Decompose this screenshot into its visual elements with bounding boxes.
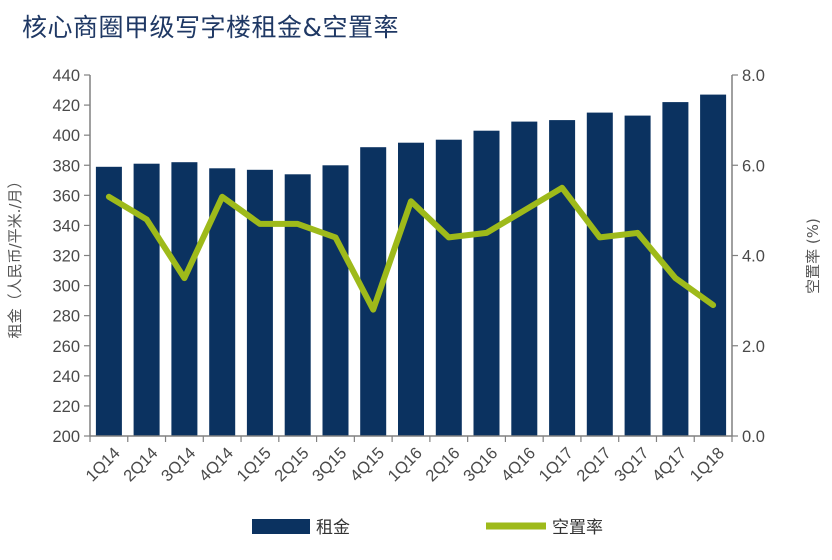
- x-tick-label: 2Q14: [120, 444, 161, 485]
- y2-tick-label: 4.0: [742, 248, 765, 266]
- vacancy-point-1Q15: [259, 223, 261, 225]
- bar-1Q18: [700, 94, 727, 436]
- vacancy-point-3Q17: [637, 232, 639, 234]
- vacancy-point-1Q14: [108, 196, 110, 198]
- vacancy-point-4Q16: [523, 209, 525, 211]
- bar-3Q15: [322, 165, 349, 437]
- vacancy-point-3Q14: [183, 277, 185, 279]
- bar-2Q15: [284, 174, 311, 437]
- y2-tick-label: 6.0: [742, 157, 765, 175]
- bar-4Q14: [209, 168, 236, 437]
- x-tick-label: 1Q14: [82, 444, 123, 485]
- x-tick-label: 3Q15: [309, 444, 350, 485]
- y-tick-label: 420: [52, 97, 80, 115]
- y-tick-label: 280: [52, 308, 80, 326]
- bar-4Q16: [511, 121, 538, 436]
- x-tick-label: 4Q14: [196, 444, 237, 485]
- x-tick-label: 2Q15: [271, 444, 312, 485]
- bar-1Q16: [398, 142, 424, 436]
- bar-1Q17: [549, 120, 576, 436]
- legend-swatch-rent: [252, 519, 310, 534]
- y-tick-label: 220: [52, 398, 80, 416]
- bar-1Q15: [246, 169, 273, 437]
- x-tick-label: 2Q17: [573, 444, 614, 485]
- bar-1Q14: [95, 166, 122, 437]
- x-tick-label: 1Q16: [385, 444, 426, 485]
- axes: 200 220 240 260 280 300 320 340 360 380 400 420 440 0…: [52, 67, 764, 446]
- x-axis-labels: 1Q142Q143Q144Q141Q152Q153Q154Q151Q162Q16…: [82, 444, 728, 485]
- bar-3Q16: [473, 130, 500, 436]
- legend: 租金 空置率: [252, 518, 603, 538]
- legend-label-rent: 租金: [316, 518, 350, 538]
- vacancy-point-4Q14: [221, 196, 223, 198]
- vacancy-point-1Q17: [561, 187, 563, 189]
- line-series: [105, 184, 717, 313]
- x-tick-label: 4Q16: [498, 444, 539, 485]
- bar-2Q16: [435, 139, 462, 436]
- vacancy-point-1Q16: [410, 200, 412, 202]
- x-tick-label: 1Q17: [536, 444, 577, 485]
- y-axis-title: 租金（人民币/平米./月）: [6, 174, 24, 339]
- vacancy-point-3Q16: [486, 232, 487, 234]
- y-tick-label: 360: [52, 187, 80, 205]
- y-tick-label: 440: [52, 67, 80, 85]
- y-tick-label: 320: [52, 248, 80, 266]
- bar-2Q14: [133, 163, 160, 436]
- y2-axis-title: 空置率 (%): [804, 218, 822, 294]
- vacancy-point-1Q18: [712, 304, 714, 306]
- y2-tick-label: 0.0: [742, 428, 765, 446]
- vacancy-point-2Q15: [297, 223, 299, 225]
- y-tick-label: 300: [52, 278, 80, 296]
- y2-tick-label: 8.0: [742, 67, 765, 85]
- vacancy-point-2Q17: [599, 236, 601, 238]
- x-tick-label: 1Q15: [233, 444, 274, 485]
- legend-label-vacancy: 空置率: [552, 518, 603, 538]
- y-tick-label: 200: [52, 428, 80, 446]
- vacancy-point-2Q14: [146, 218, 148, 220]
- vacancy-point-2Q16: [448, 236, 450, 238]
- bar-3Q17: [624, 115, 651, 436]
- x-tick-label: 3Q14: [158, 444, 199, 485]
- bar-3Q14: [171, 162, 198, 436]
- y-tick-label: 340: [52, 217, 80, 235]
- vacancy-point-4Q17: [674, 277, 676, 279]
- x-tick-label: 1Q18: [687, 444, 728, 485]
- y-tick-label: 400: [52, 127, 80, 145]
- x-tick-label: 3Q17: [611, 444, 652, 485]
- x-tick-label: 3Q16: [460, 444, 501, 485]
- vacancy-point-3Q15: [335, 236, 336, 238]
- x-tick-label: 4Q15: [347, 444, 388, 485]
- y-tick-label: 260: [52, 338, 80, 356]
- y-tick-label: 380: [52, 157, 80, 175]
- x-tick-label: 4Q17: [649, 444, 690, 485]
- y2-tick-label: 2.0: [742, 338, 765, 356]
- chart-title: 核心商圈甲级写字楼租金&空置率: [22, 13, 399, 42]
- y-tick-label: 240: [52, 368, 80, 386]
- vacancy-point-4Q15: [372, 309, 374, 311]
- bar-2Q17: [586, 112, 613, 436]
- x-tick-label: 2Q16: [422, 444, 463, 485]
